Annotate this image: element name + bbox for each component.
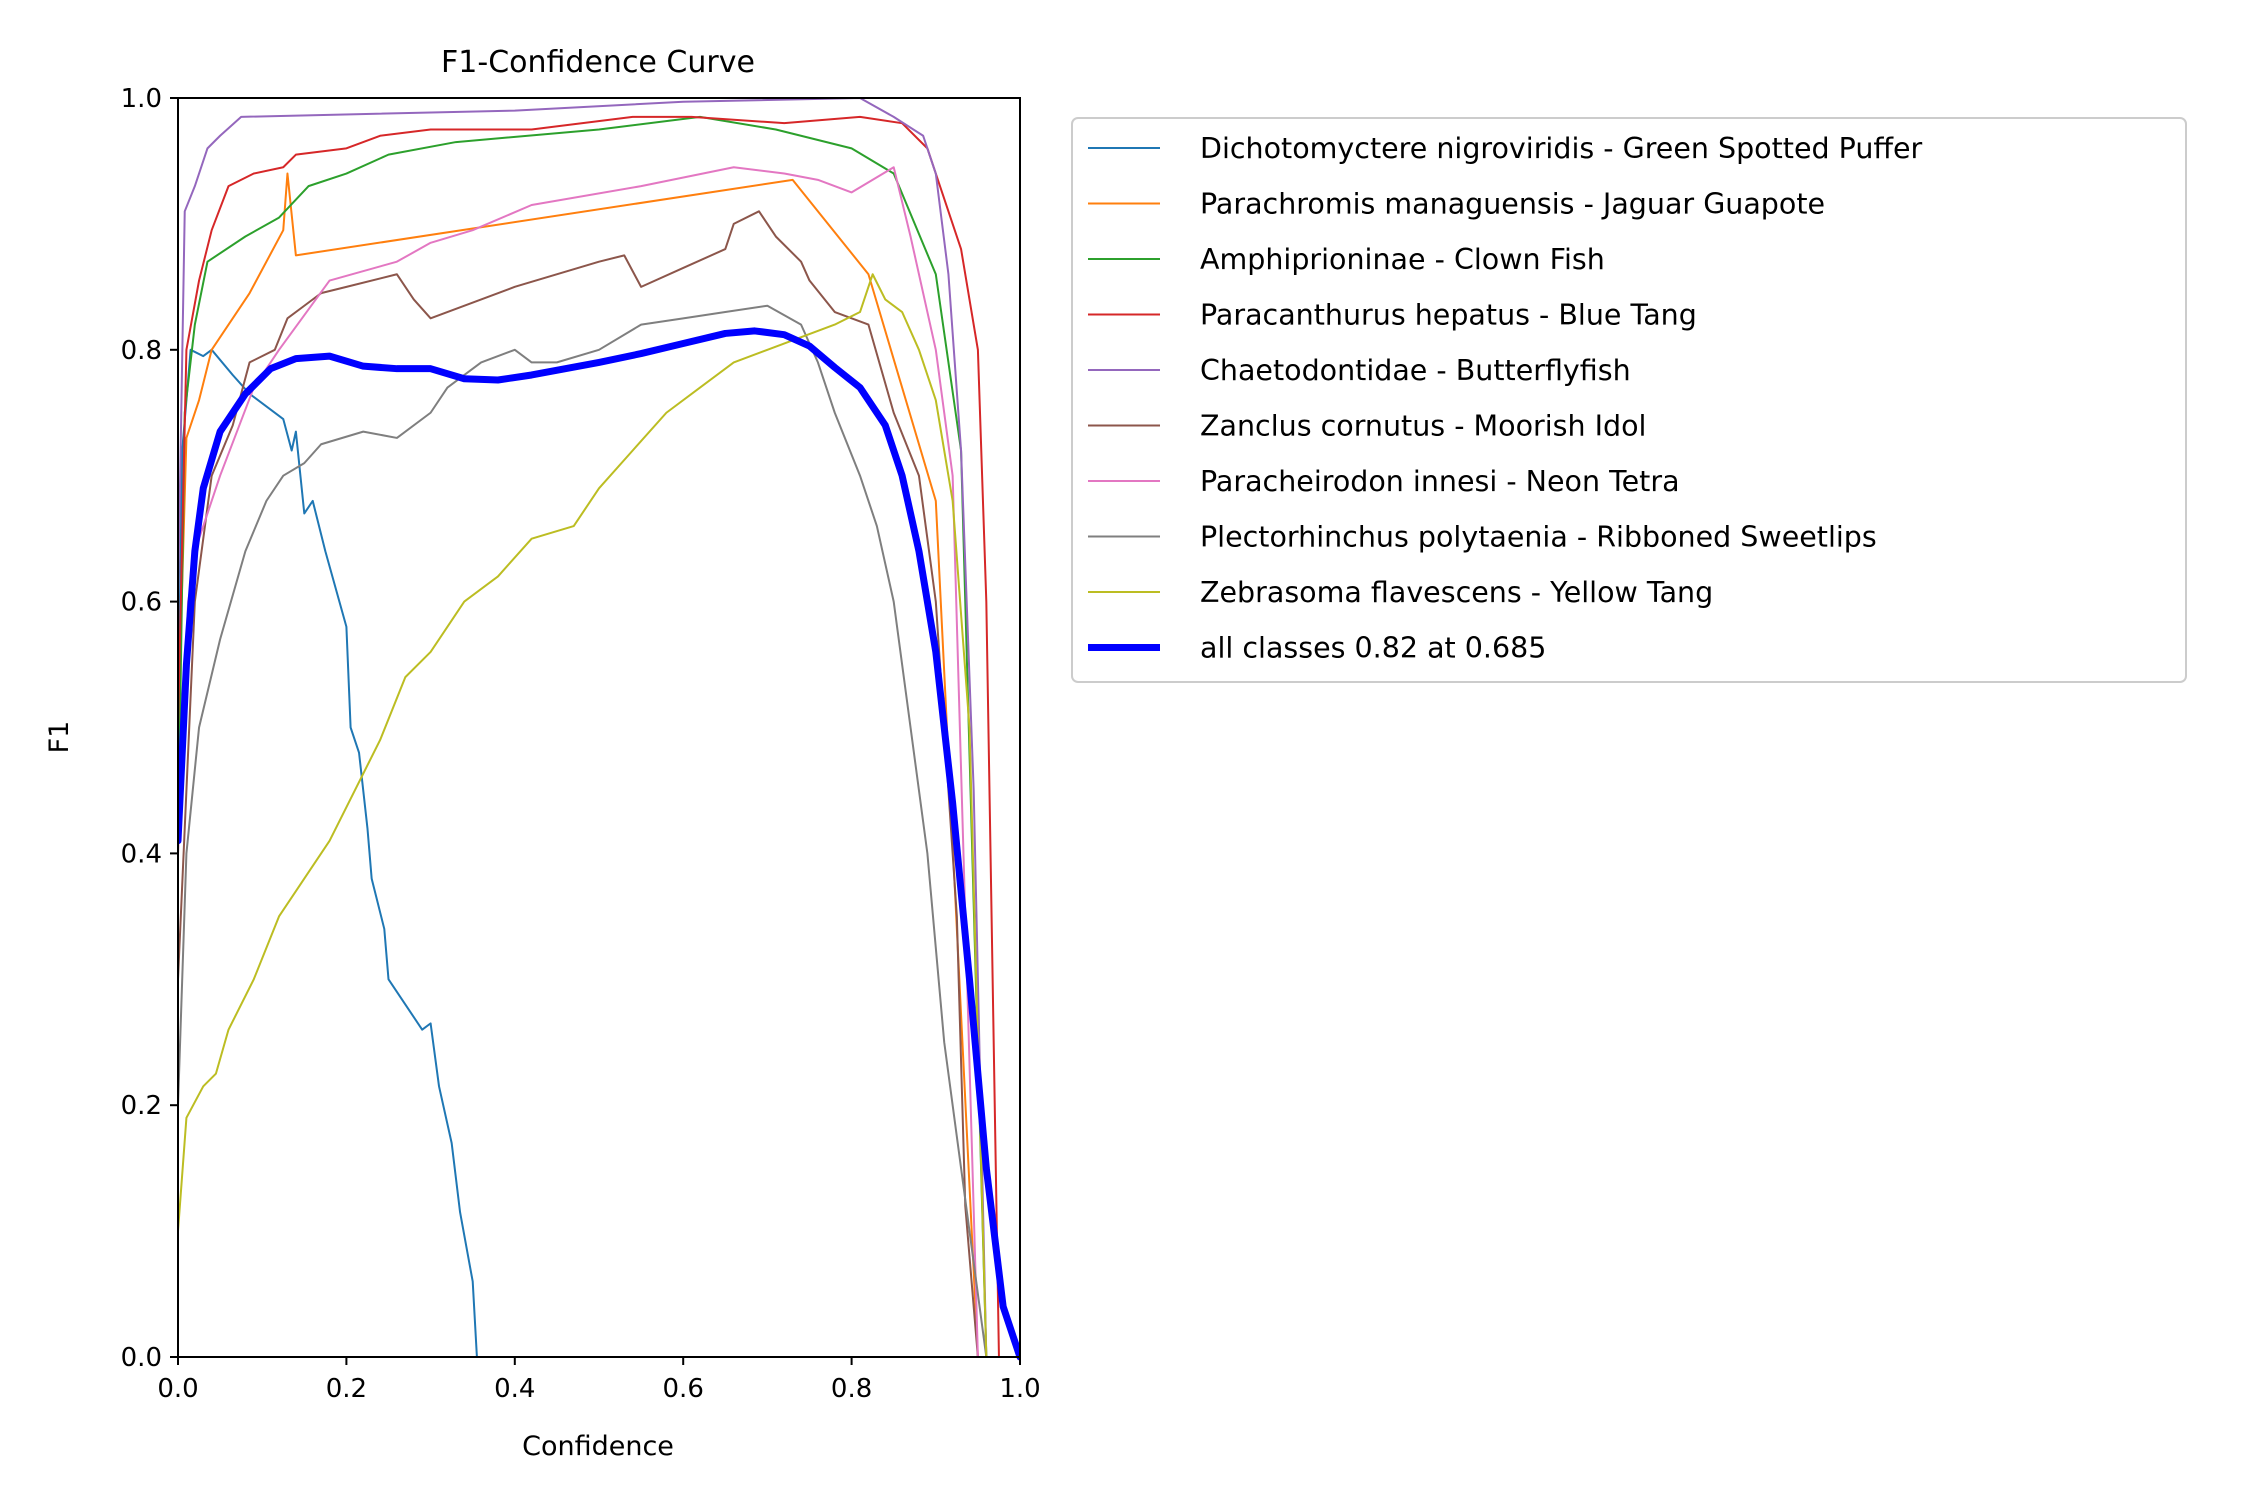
legend-entry: Zanclus cornutus - Moorish Idol [1200, 410, 1646, 443]
y-tick-label: 0.2 [121, 1091, 162, 1121]
legend-entry: Paracanthurus hepatus - Blue Tang [1200, 299, 1697, 332]
axes: 0.0 0.2 0.4 0.6 0.8 1.0 0.0 0.2 0.4 0.6 0.8 1.0 [121, 84, 1041, 1404]
y-tick-label: 0.8 [121, 336, 162, 366]
series-line-5 [178, 210, 979, 1358]
legend-box [1071, 117, 2187, 683]
y-axis-label: F1 [44, 721, 75, 754]
legend-entry: Parachromis managuensis - Jaguar Guapote [1200, 188, 1825, 221]
series-line-7 [178, 304, 988, 1358]
series-line-6 [178, 166, 979, 1358]
series-line-4 [178, 97, 988, 1358]
legend-entry: Paracheirodon innesi - Neon Tetra [1200, 465, 1680, 498]
legend-entry: Zebrasoma flavescens - Yellow Tang [1200, 576, 1713, 609]
legend-entry: Plectorhinchus polytaenia - Ribboned Swe… [1200, 521, 1877, 554]
legend-entry: Chaetodontidae - Butterflyfish [1200, 354, 1631, 387]
x-tick-label: 0.6 [663, 1374, 704, 1404]
series-line-3 [178, 115, 1000, 1358]
legend-entry: all classes 0.82 at 0.685 [1200, 632, 1546, 665]
y-tick-label: 1.0 [121, 84, 162, 114]
x-tick-label: 0.0 [157, 1374, 198, 1404]
x-axis-label: Confidence [522, 1431, 674, 1462]
x-tick-label: 0.8 [831, 1374, 872, 1404]
series-line-1 [178, 172, 979, 1358]
x-tick-label: 0.2 [326, 1374, 367, 1404]
y-tick-label: 0.0 [121, 1343, 162, 1373]
legend: Dichotomyctere nigroviridis - Green Spot… [1071, 117, 2187, 683]
plot-area [178, 97, 1020, 1361]
legend-entry: Dichotomyctere nigroviridis - Green Spot… [1200, 132, 1923, 165]
y-tick-label: 0.6 [121, 588, 162, 618]
series-line-9 [178, 327, 1020, 1361]
series-line-8 [178, 273, 988, 1358]
x-tick-label: 1.0 [999, 1374, 1040, 1404]
series-line-0 [178, 348, 1020, 1358]
series-line-2 [178, 115, 988, 1358]
chart-title: F1-Confidence Curve [441, 45, 755, 80]
legend-entry: Amphiprioninae - Clown Fish [1200, 243, 1605, 276]
y-tick-label: 0.4 [121, 839, 162, 869]
x-tick-label: 0.4 [494, 1374, 535, 1404]
plot-frame [177, 97, 1021, 1358]
